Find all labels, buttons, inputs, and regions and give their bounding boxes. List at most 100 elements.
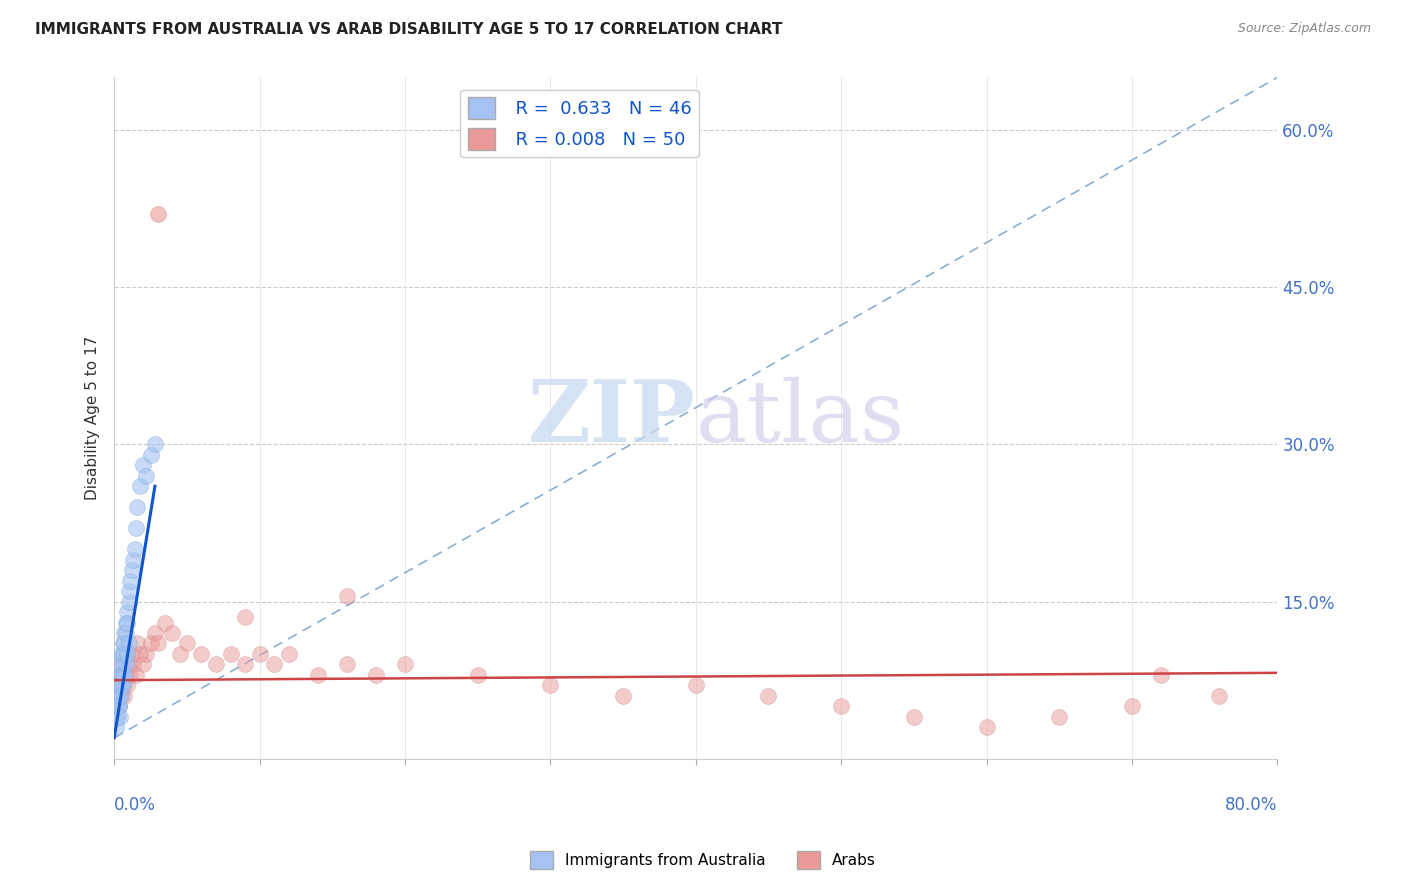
Point [122, 552, 145, 566]
Point [903, 710, 925, 724]
Point [336, 590, 359, 604]
Point [107, 689, 129, 703]
Point [112, 647, 135, 661]
Point [162, 626, 184, 640]
Point [307, 668, 329, 682]
Point [114, 615, 136, 630]
Point [108, 668, 131, 682]
Point [107, 699, 129, 714]
Text: Source: ZipAtlas.com: Source: ZipAtlas.com [1237, 22, 1371, 36]
Point [110, 668, 132, 682]
Point [107, 699, 129, 714]
Point [105, 710, 128, 724]
Point [467, 668, 489, 682]
Point [233, 610, 256, 624]
Point [139, 636, 162, 650]
Text: 80.0%: 80.0% [1225, 797, 1278, 814]
Point [112, 689, 135, 703]
Point [143, 437, 166, 451]
Point [110, 689, 132, 703]
Point [132, 657, 155, 672]
Point [612, 689, 634, 703]
Point [114, 626, 136, 640]
Text: IMMIGRANTS FROM AUSTRALIA VS ARAB DISABILITY AGE 5 TO 17 CORRELATION CHART: IMMIGRANTS FROM AUSTRALIA VS ARAB DISABI… [35, 22, 783, 37]
Point [121, 647, 143, 661]
Point [830, 699, 852, 714]
Point [118, 584, 141, 599]
Point [111, 668, 134, 682]
Point [205, 657, 228, 672]
Point [364, 668, 387, 682]
Point [127, 500, 149, 515]
Point [104, 699, 127, 714]
Point [169, 647, 191, 661]
Point [394, 657, 416, 672]
Point [124, 542, 146, 557]
Point [117, 647, 139, 661]
Point [135, 468, 157, 483]
Point [108, 657, 131, 672]
Point [108, 710, 131, 724]
Point [107, 699, 129, 714]
Point [135, 647, 157, 661]
Text: 0.0%: 0.0% [114, 797, 156, 814]
Point [114, 668, 136, 682]
Point [112, 636, 135, 650]
Point [110, 647, 132, 661]
Text: ZIP: ZIP [529, 376, 696, 460]
Point [117, 615, 139, 630]
Point [1047, 710, 1070, 724]
Point [758, 689, 780, 703]
Point [538, 678, 561, 692]
Point [111, 657, 134, 672]
Point [118, 636, 141, 650]
Point [190, 647, 212, 661]
Point [118, 594, 141, 608]
Point [105, 689, 128, 703]
Point [118, 657, 141, 672]
Point [110, 689, 132, 703]
Point [277, 647, 299, 661]
Point [976, 720, 998, 734]
Point [111, 647, 134, 661]
Point [125, 521, 148, 535]
Point [117, 605, 139, 619]
Text: atlas: atlas [696, 376, 905, 459]
Point [120, 574, 142, 588]
Point [108, 668, 131, 682]
Point [249, 647, 271, 661]
Point [107, 678, 129, 692]
Point [153, 615, 176, 630]
Point [219, 647, 242, 661]
Point [1208, 689, 1230, 703]
Point [336, 657, 359, 672]
Point [1150, 668, 1173, 682]
Point [105, 689, 128, 703]
Point [111, 678, 134, 692]
Point [146, 207, 169, 221]
Legend: Immigrants from Australia, Arabs: Immigrants from Australia, Arabs [524, 845, 882, 875]
Point [129, 479, 152, 493]
Y-axis label: Disability Age 5 to 17: Disability Age 5 to 17 [86, 336, 100, 500]
Point [139, 448, 162, 462]
Point [110, 678, 132, 692]
Point [112, 668, 135, 682]
Point [685, 678, 707, 692]
Point [233, 657, 256, 672]
Point [104, 720, 127, 734]
Point [122, 657, 145, 672]
Point [107, 678, 129, 692]
Point [121, 563, 143, 577]
Point [132, 458, 155, 473]
Point [127, 636, 149, 650]
Point [111, 678, 134, 692]
Point [112, 626, 135, 640]
Point [110, 657, 132, 672]
Point [120, 668, 142, 682]
Point [146, 636, 169, 650]
Point [114, 657, 136, 672]
Point [263, 657, 285, 672]
Point [1121, 699, 1143, 714]
Point [105, 710, 128, 724]
Point [125, 668, 148, 682]
